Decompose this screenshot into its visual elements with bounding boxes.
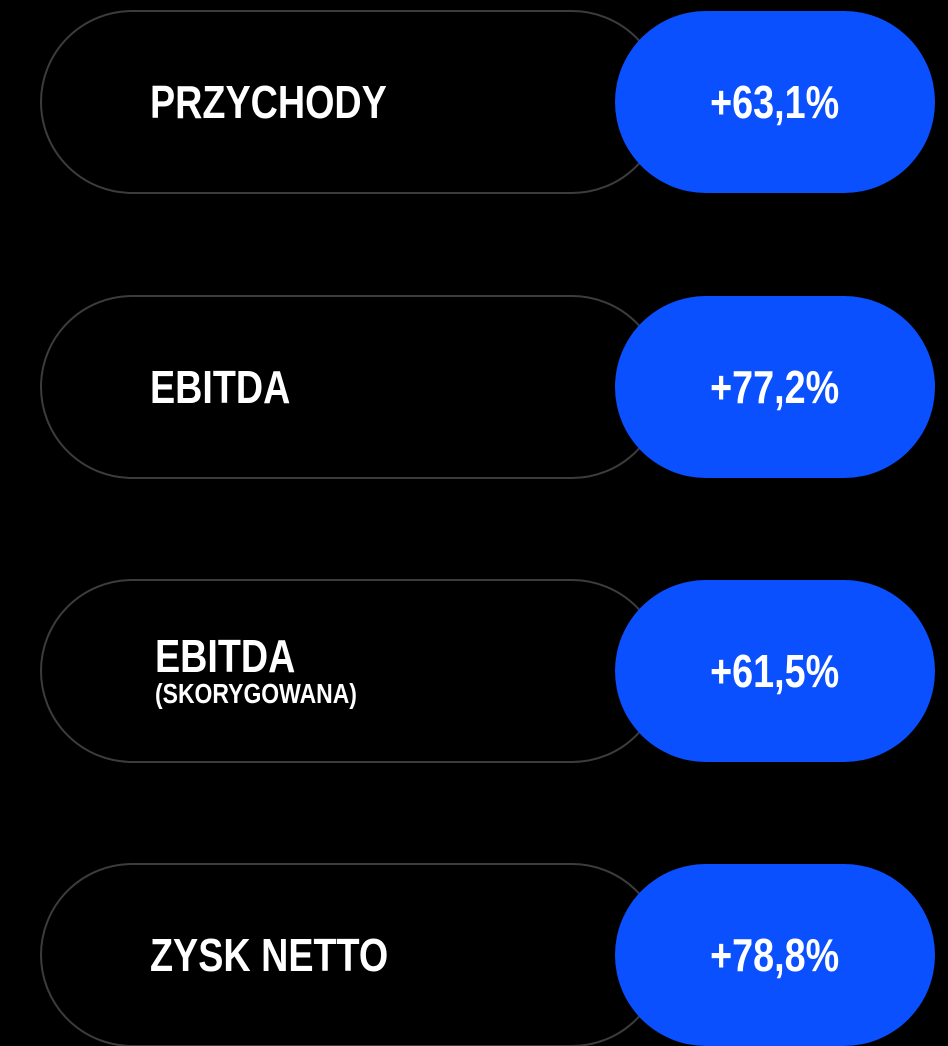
metric-row: PRZYCHODY +63,1% [0,10,948,194]
label-pill [40,295,664,479]
value-pill: +77,2% [615,296,935,478]
metric-row: ZYSK NETTO +78,8% [0,863,948,1046]
label-group: EBITDA [150,295,290,479]
metric-value: +77,2% [710,361,840,413]
value-pill: +78,8% [615,864,935,1046]
metric-label: PRZYCHODY [150,76,387,128]
metric-sublabel: (SKORYGOWANA) [155,678,357,709]
metric-value: +61,5% [710,645,840,697]
metric-row: EBITDA (SKORYGOWANA) +61,5% [0,579,948,763]
metric-row: EBITDA +77,2% [0,295,948,479]
label-group: PRZYCHODY [150,10,387,194]
metric-value: +63,1% [710,76,840,128]
metric-value: +78,8% [710,929,840,981]
label-group: EBITDA (SKORYGOWANA) [155,579,357,763]
value-pill: +63,1% [615,11,935,193]
metric-label: EBITDA [150,361,291,413]
label-group: ZYSK NETTO [150,863,388,1046]
metric-label: EBITDA [155,630,296,682]
metric-label: ZYSK NETTO [150,929,389,981]
value-pill: +61,5% [615,580,935,762]
